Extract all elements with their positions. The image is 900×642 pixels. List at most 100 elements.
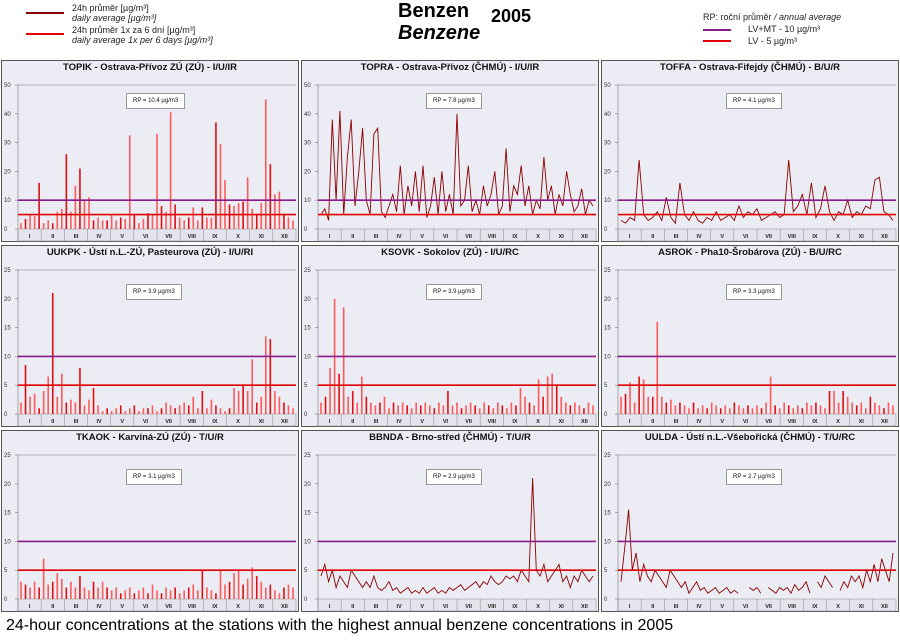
y-tick-label: 15 xyxy=(604,326,611,332)
bar xyxy=(156,133,158,229)
bar xyxy=(246,177,249,229)
bar xyxy=(33,581,36,599)
bar xyxy=(551,373,553,414)
bar xyxy=(42,223,45,229)
bar xyxy=(515,405,517,414)
bar xyxy=(878,405,881,414)
y-tick-label: 5 xyxy=(4,568,8,574)
station-chart: KSOVK - Sokolov (ZÚ) - I/U/RC 0 5 10 15 20 25 I… xyxy=(301,245,599,427)
bar xyxy=(424,402,427,414)
annual-average-label: RP = 3.1 µg/m3 xyxy=(126,469,182,485)
bar xyxy=(106,220,108,229)
bar xyxy=(228,204,231,229)
bar xyxy=(565,402,567,414)
bar xyxy=(124,411,127,414)
bar xyxy=(469,402,472,414)
bar xyxy=(292,587,294,599)
station-chart: TOPIK - Ostrava-Přívoz ZÚ (ZÚ) - I/U/IR 0… xyxy=(1,60,299,242)
bar xyxy=(97,587,99,599)
bar xyxy=(397,405,399,414)
legend-lv: LV - 5 µg/m³ xyxy=(748,36,798,46)
bar xyxy=(29,396,31,414)
series-line xyxy=(320,477,594,594)
bar xyxy=(670,399,672,414)
month-label: XII xyxy=(881,234,888,240)
bar xyxy=(242,385,244,414)
y-tick-label: 15 xyxy=(304,326,311,332)
bar xyxy=(169,112,172,229)
bar xyxy=(578,405,581,414)
bar xyxy=(656,321,659,414)
month-label: IV xyxy=(396,234,402,240)
legend-daily-cz: 24h průměr [µg/m³] xyxy=(72,3,149,13)
month-label: V xyxy=(420,419,424,425)
bar xyxy=(219,144,222,229)
chart-title: TOFFA - Ostrava-Fifejdy (ČHMÚ) - B/U/R xyxy=(660,62,840,73)
bar xyxy=(438,402,440,414)
month-label: X xyxy=(536,234,540,240)
bar xyxy=(255,402,258,414)
bar xyxy=(92,581,95,599)
y-tick-label: 15 xyxy=(604,511,611,517)
bar xyxy=(124,590,127,599)
bar xyxy=(356,402,359,414)
bar xyxy=(174,204,176,229)
bar xyxy=(274,194,276,229)
month-label: I xyxy=(29,604,31,610)
month-label: VI xyxy=(143,419,149,425)
month-label: I xyxy=(29,419,31,425)
y-tick-label: 20 xyxy=(604,482,611,488)
y-tick-label: 0 xyxy=(304,227,308,233)
bar xyxy=(274,390,276,414)
month-label: IX xyxy=(212,419,218,425)
month-label: II xyxy=(51,419,55,425)
bar xyxy=(733,402,736,414)
bar xyxy=(383,396,386,414)
bar xyxy=(147,213,149,229)
bar xyxy=(833,390,835,414)
bar xyxy=(406,405,408,414)
bar xyxy=(197,408,199,414)
annual-average-label: RP = 2.9 µg/m3 xyxy=(426,469,482,485)
month-label: V xyxy=(720,234,724,240)
bar xyxy=(320,402,322,414)
bar xyxy=(56,211,59,229)
month-label: I xyxy=(629,234,631,240)
y-tick-label: 20 xyxy=(304,169,311,175)
month-label: III xyxy=(674,604,679,610)
legend-six-day: 24h průměr 1x za 6 dní [µg/m³] daily ave… xyxy=(72,25,213,45)
bar xyxy=(851,402,853,414)
bar xyxy=(819,405,822,414)
month-label: VI xyxy=(443,604,449,610)
y-tick-label: 0 xyxy=(304,597,308,603)
y-tick-label: 50 xyxy=(4,83,11,89)
bar xyxy=(797,405,799,414)
bar xyxy=(47,584,49,599)
month-label: IV xyxy=(696,234,702,240)
month-label: XI xyxy=(859,419,865,425)
series-line xyxy=(320,110,594,221)
bar xyxy=(451,405,454,414)
month-label: I xyxy=(629,419,631,425)
y-tick-label: 20 xyxy=(304,482,311,488)
bar xyxy=(506,408,508,414)
bar xyxy=(651,396,654,414)
month-label: V xyxy=(120,419,124,425)
month-label: III xyxy=(674,419,679,425)
bar xyxy=(38,587,40,599)
bar xyxy=(70,211,72,229)
bar xyxy=(147,593,149,599)
bar xyxy=(160,205,163,229)
month-label: II xyxy=(51,604,55,610)
month-label: II xyxy=(651,234,655,240)
bar xyxy=(715,405,717,414)
bar xyxy=(329,367,331,414)
y-tick-label: 0 xyxy=(604,227,608,233)
month-label: V xyxy=(720,419,724,425)
bar xyxy=(815,402,817,414)
month-label: V xyxy=(420,234,424,240)
month-label: V xyxy=(720,604,724,610)
bar xyxy=(774,405,776,414)
